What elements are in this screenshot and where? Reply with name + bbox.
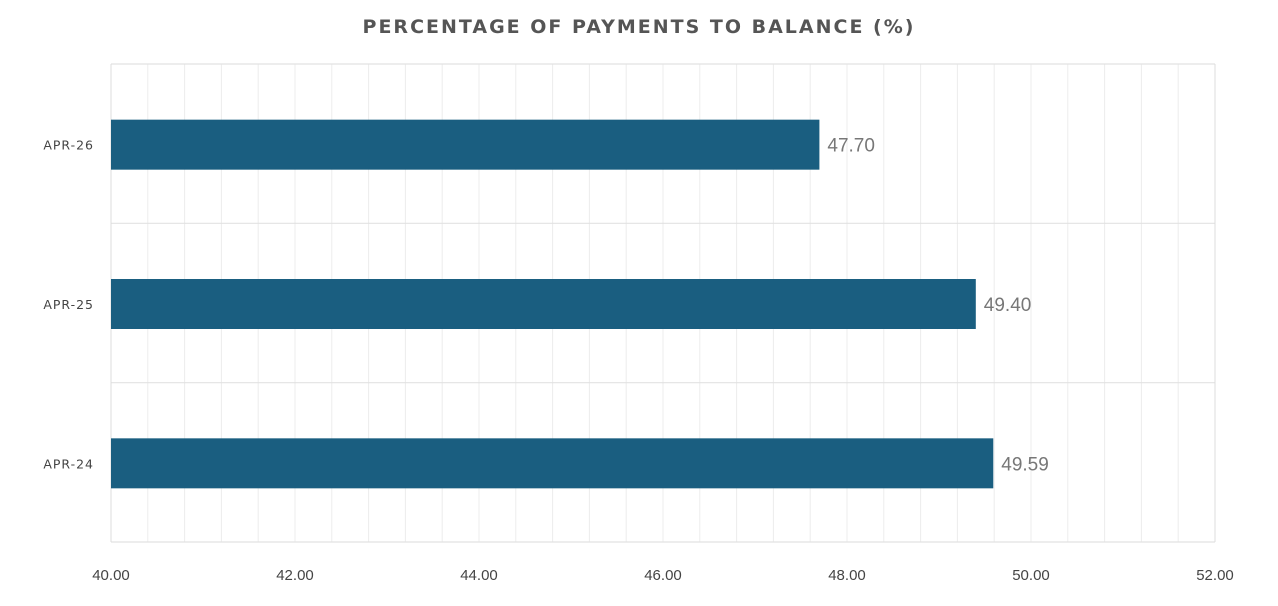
chart-title: PERCENTAGE OF PAYMENTS TO BALANCE (%) — [362, 16, 916, 38]
x-tick-label: 50.00 — [1012, 567, 1050, 584]
x-tick-label: 44.00 — [460, 567, 498, 584]
category-label: APR-24 — [43, 456, 94, 471]
bar-apr-26 — [111, 119, 820, 170]
category-label: APR-25 — [43, 297, 94, 312]
x-tick-label: 42.00 — [276, 567, 314, 584]
bar-apr-25 — [111, 279, 976, 329]
bar-apr-24 — [111, 438, 994, 489]
data-label: 49.59 — [1001, 454, 1049, 475]
x-tick-label: 40.00 — [92, 567, 130, 584]
x-tick-label: 46.00 — [644, 567, 682, 584]
category-label: APR-26 — [43, 138, 94, 153]
data-label: 49.40 — [984, 295, 1032, 316]
x-tick-label: 48.00 — [828, 567, 866, 584]
x-tick-label: 52.00 — [1196, 567, 1234, 584]
data-label: 47.70 — [827, 136, 875, 157]
